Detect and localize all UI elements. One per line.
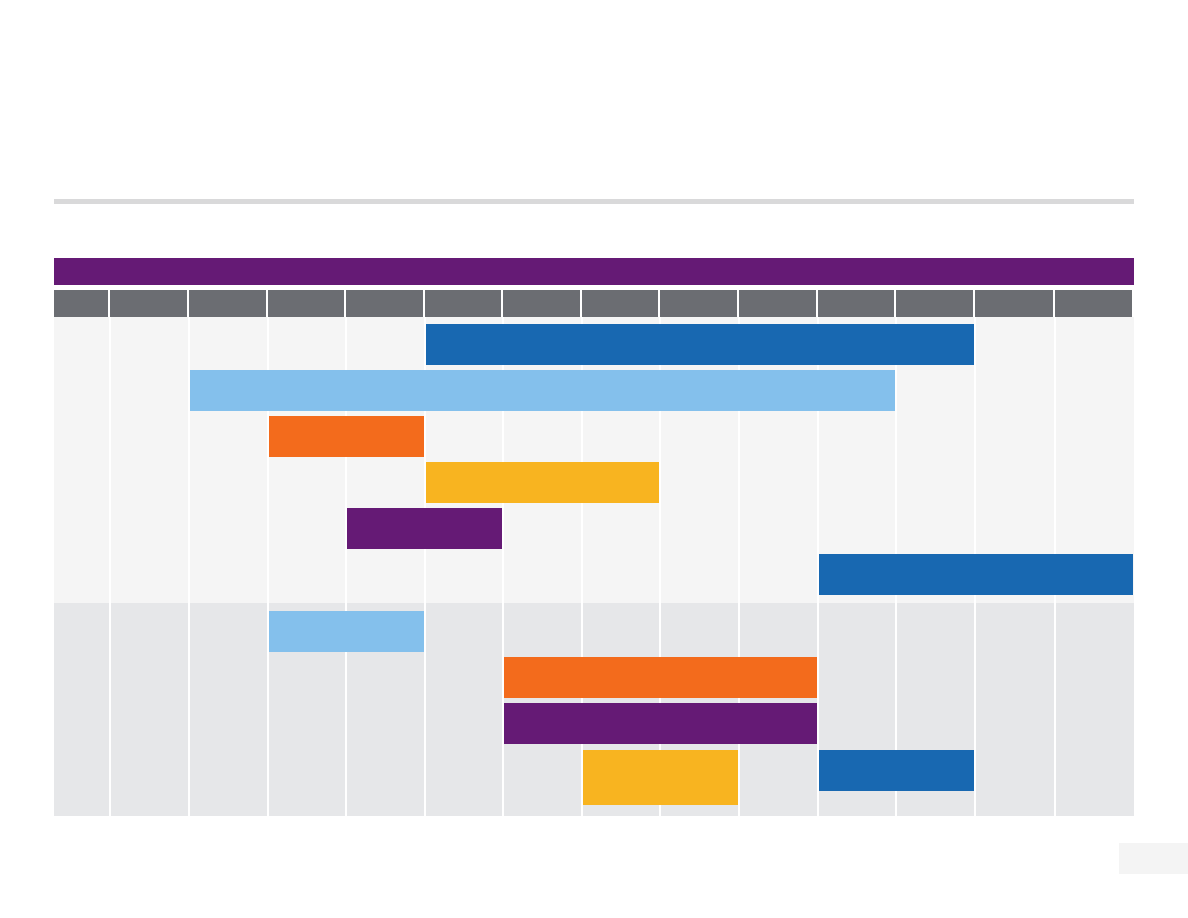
period-header-cell [54, 290, 108, 317]
period-header-cell [503, 290, 580, 317]
task-bar [504, 657, 817, 698]
task-bar [819, 750, 974, 791]
page-number-box [1119, 843, 1188, 874]
period-header-cell [660, 290, 737, 317]
period-header-cell [896, 290, 973, 317]
period-header-cell [975, 290, 1053, 317]
task-bar [583, 750, 738, 805]
task-bar [269, 416, 424, 457]
period-header-cell [739, 290, 816, 317]
period-header-cell [110, 290, 187, 317]
period-header-cell [582, 290, 658, 317]
task-bar [347, 508, 502, 549]
task-bar [190, 370, 895, 411]
header-band [54, 258, 1134, 285]
task-bar [426, 324, 974, 365]
period-header-cell [1055, 290, 1132, 317]
title-divider [54, 199, 1134, 204]
task-bar [269, 611, 424, 652]
period-header-cell [268, 290, 344, 317]
period-header-cell [346, 290, 423, 317]
period-header-cell [425, 290, 501, 317]
task-bar [819, 554, 1133, 595]
period-header-cell [818, 290, 894, 317]
task-bar [504, 703, 817, 744]
task-bar [426, 462, 659, 503]
period-header-cell [189, 290, 266, 317]
